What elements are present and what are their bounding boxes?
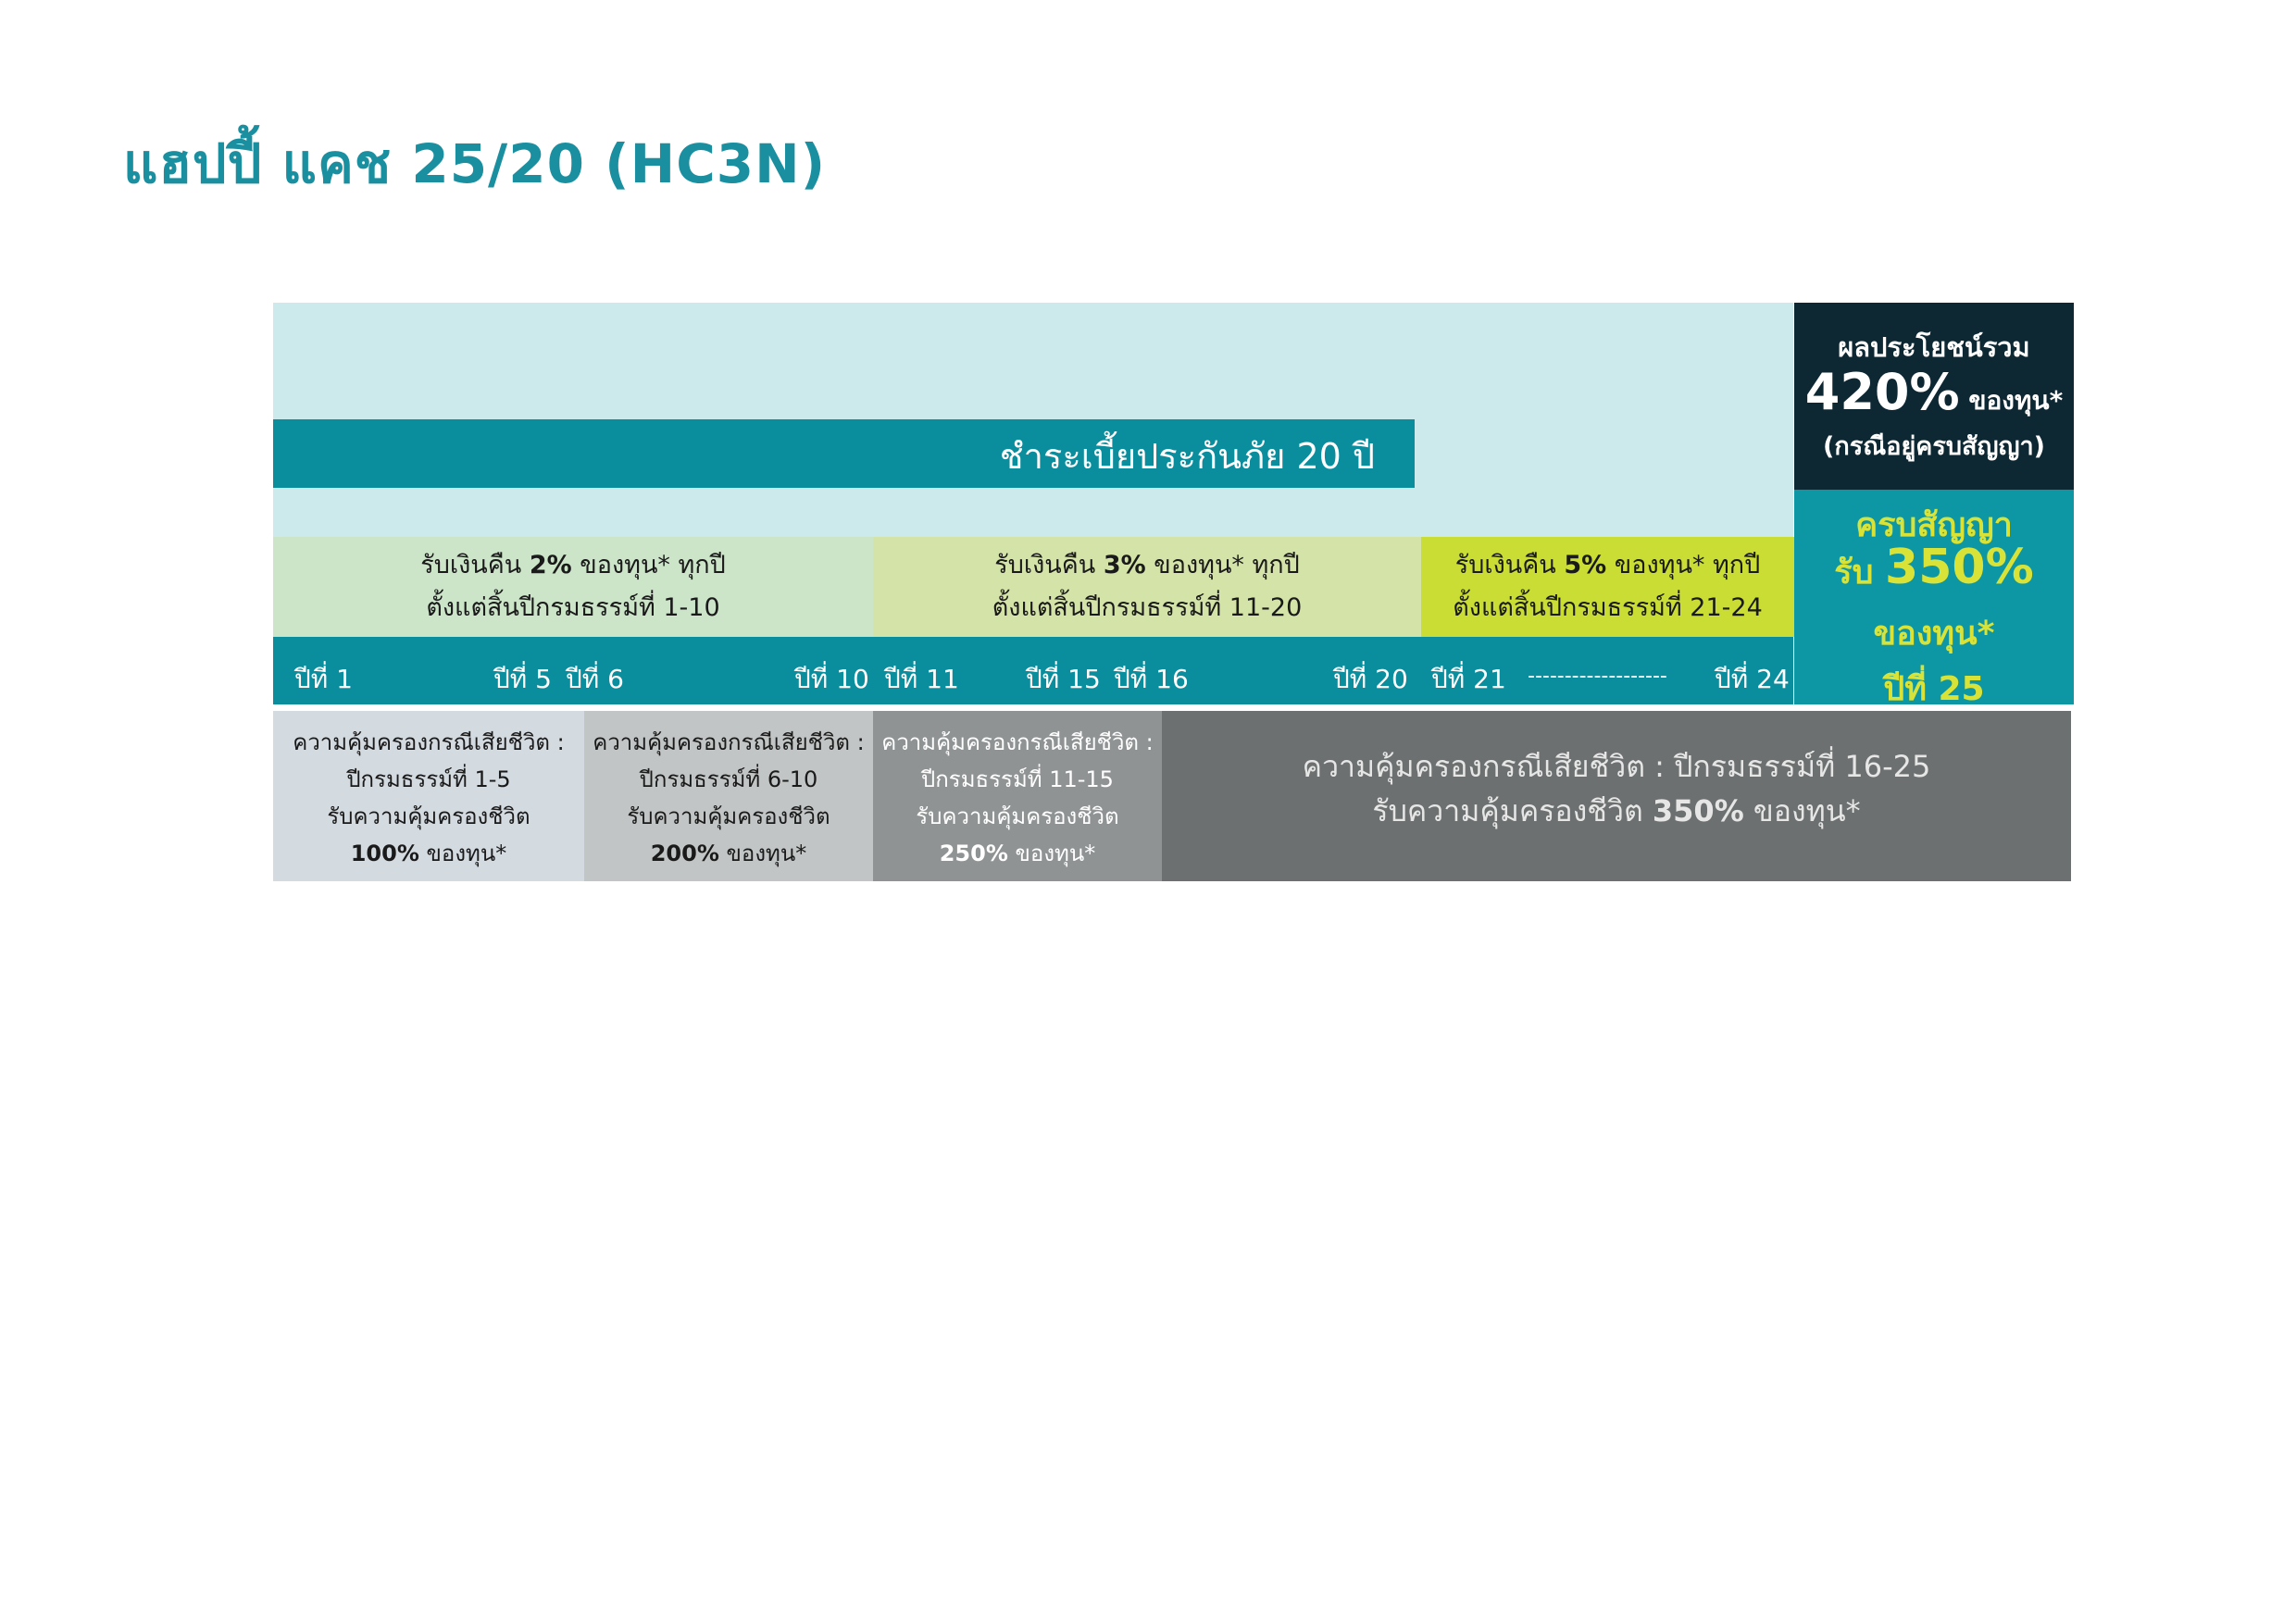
coverage-period: ปีกรมธรรม์ที่ 11-15: [921, 766, 1114, 792]
cashback-pct: 5%: [1564, 551, 1607, 579]
year-label-15: ปีที่ 15: [1026, 664, 1101, 694]
coverage-block-1: ความคุ้มครองกรณีเสียชีวิต : ปีกรมธรรม์ที…: [273, 711, 584, 881]
total-benefit-note: (กรณีอยู่ครบสัญญา): [1823, 432, 2045, 461]
cashback-block-3: รับเงินคืน 5% ของทุน* ทุกปี ตั้งแต่สิ้นป…: [1421, 537, 1794, 637]
coverage-pct: 100%: [350, 841, 419, 866]
cashback-prefix: รับเงินคืน: [994, 551, 1104, 579]
coverage-heading: ความคุ้มครองกรณีเสียชีวิต :: [593, 729, 865, 755]
year-label-20: ปีที่ 20: [1333, 664, 1408, 694]
total-benefit-suffix: ของทุน*: [1959, 385, 2064, 416]
coverage-desc: รับความคุ้มครองชีวิต: [1372, 793, 1653, 828]
coverage-suffix: ของทุน*: [718, 841, 807, 866]
coverage-heading: ความคุ้มครองกรณีเสียชีวิต :: [881, 729, 1154, 755]
coverage-block-4: ความคุ้มครองกรณีเสียชีวิต : ปีกรมธรรม์ที…: [1162, 711, 2071, 881]
coverage-pct: 250%: [939, 841, 1008, 866]
year-label-11: ปีที่ 11: [884, 664, 959, 694]
year-label-24: ปีที่ 24: [1715, 664, 1790, 694]
premium-payment-bar: [273, 419, 1415, 488]
cashback-pct: 2%: [529, 551, 572, 579]
year-range-dashes: -------------------: [1528, 665, 1667, 688]
maturity-value: รับ 350%: [1794, 540, 2074, 598]
page-title: แฮปปี้ แคช 25/20 (HC3N): [123, 132, 827, 195]
cashback-pct: 3%: [1103, 551, 1146, 579]
coverage-period: ปีกรมธรรม์ที่ 1-5: [346, 766, 511, 792]
total-benefit-label: ผลประโยชน์รวม: [1838, 331, 2030, 363]
maturity-suffix: ของทุน*: [1873, 615, 1995, 653]
year-label-21: ปีที่ 21: [1431, 664, 1506, 694]
total-benefit-value: 420% ของทุน*: [1794, 363, 2074, 421]
maturity-year: ปีที่ 25: [1883, 670, 1985, 708]
cashback-prefix: รับเงินคืน: [420, 551, 530, 579]
cashback-block-1: รับเงินคืน 2% ของทุน* ทุกปี ตั้งแต่สิ้นป…: [273, 537, 873, 637]
coverage-desc: รับความคุ้มครองชีวิต: [627, 803, 830, 829]
coverage-pct: 200%: [650, 841, 719, 866]
cashback-suffix: ของทุน* ทุกปี: [1606, 551, 1761, 579]
year-label-16: ปีที่ 16: [1114, 664, 1189, 694]
premium-payment-label: ชำระเบี้ยประกันภัย 20 ปี: [999, 436, 1375, 477]
coverage-desc: รับความคุ้มครองชีวิต: [916, 803, 1119, 829]
cashback-block-2: รับเงินคืน 3% ของทุน* ทุกปี ตั้งแต่สิ้นป…: [873, 537, 1421, 637]
coverage-suffix: ของทุน*: [1743, 793, 1861, 828]
coverage-block-2: ความคุ้มครองกรณีเสียชีวิต : ปีกรมธรรม์ที…: [584, 711, 873, 881]
year-label-5: ปีที่ 5: [493, 664, 552, 694]
total-benefit-pct: 420%: [1804, 363, 1960, 421]
maturity-box: [1794, 490, 2074, 704]
coverage-suffix: ของทุน*: [1007, 841, 1096, 866]
cashback-period: ตั้งแต่สิ้นปีกรมธรรม์ที่ 21-24: [1453, 593, 1763, 622]
coverage-heading: ความคุ้มครองกรณีเสียชีวิต :: [293, 729, 565, 755]
year-axis-bar: [273, 637, 1793, 704]
coverage-period: ปีกรมธรรม์ที่ 6-10: [639, 766, 818, 792]
year-label-1: ปีที่ 1: [294, 664, 353, 694]
coverage-block-3: ความคุ้มครองกรณีเสียชีวิต : ปีกรมธรรม์ที…: [873, 711, 1162, 881]
coverage-heading: ความคุ้มครองกรณีเสียชีวิต : ปีกรมธรรม์ที…: [1302, 749, 1931, 784]
year-label-6: ปีที่ 6: [566, 664, 624, 694]
coverage-suffix: ของทุน*: [418, 841, 507, 866]
cashback-suffix: ของทุน* ทุกปี: [1145, 551, 1300, 579]
cashback-prefix: รับเงินคืน: [1454, 551, 1565, 579]
cashback-period: ตั้งแต่สิ้นปีกรมธรรม์ที่ 1-10: [426, 593, 720, 622]
coverage-desc: รับความคุ้มครองชีวิต: [327, 803, 530, 829]
cashback-period: ตั้งแต่สิ้นปีกรมธรรม์ที่ 11-20: [992, 593, 1303, 622]
maturity-label: ครบสัญญา: [1855, 506, 2013, 544]
cashback-suffix: ของทุน* ทุกปี: [571, 551, 726, 579]
year-label-10: ปีที่ 10: [794, 664, 869, 694]
maturity-prefix: รับ: [1834, 554, 1886, 592]
total-benefit-box: [1794, 303, 2074, 490]
maturity-pct: 350%: [1885, 540, 2034, 595]
coverage-pct: 350%: [1652, 793, 1744, 828]
